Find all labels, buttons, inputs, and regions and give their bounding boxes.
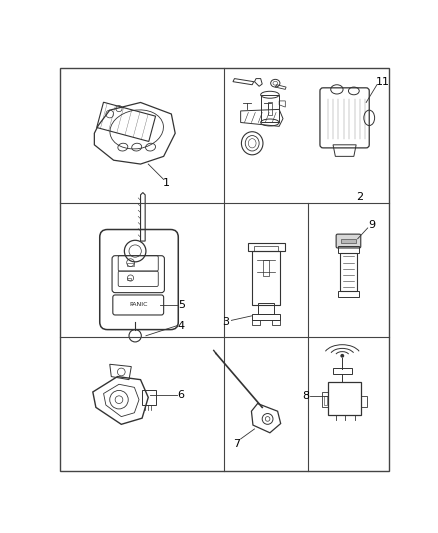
Text: 7: 7: [233, 439, 240, 449]
Text: 5: 5: [178, 300, 185, 310]
Text: 4: 4: [178, 321, 185, 331]
Bar: [338, 291, 359, 297]
Bar: [254, 246, 279, 251]
Bar: [252, 251, 280, 305]
Bar: [252, 320, 260, 325]
Text: 8: 8: [302, 391, 309, 401]
Text: PANIC: PANIC: [129, 302, 148, 308]
Bar: [333, 368, 352, 374]
Bar: [340, 253, 357, 291]
Bar: [324, 396, 327, 405]
Text: 11: 11: [376, 77, 390, 87]
Text: 9: 9: [368, 220, 375, 230]
FancyBboxPatch shape: [336, 234, 361, 248]
Bar: [247, 244, 285, 251]
Bar: [142, 390, 156, 405]
Bar: [268, 102, 272, 115]
Bar: [252, 314, 280, 320]
Text: 6: 6: [177, 390, 184, 400]
Bar: [127, 278, 131, 280]
Bar: [322, 392, 328, 407]
Text: 1: 1: [163, 177, 170, 188]
Bar: [272, 320, 280, 325]
Bar: [361, 396, 367, 407]
Text: 3: 3: [223, 317, 230, 327]
Bar: [341, 239, 356, 244]
Bar: [328, 382, 361, 415]
Bar: [261, 95, 279, 123]
Bar: [258, 303, 274, 314]
Bar: [338, 246, 359, 253]
Bar: [127, 263, 134, 266]
Text: 2: 2: [357, 192, 364, 202]
Circle shape: [340, 354, 344, 358]
Bar: [263, 260, 269, 276]
